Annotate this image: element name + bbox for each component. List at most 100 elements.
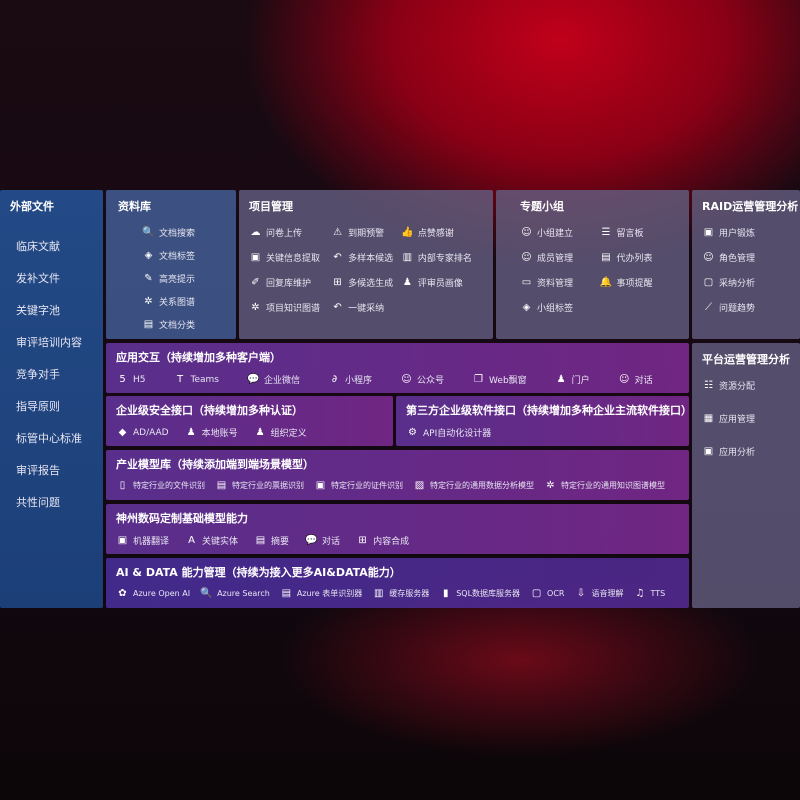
official-account-icon: ☺ <box>401 374 412 385</box>
feature-item[interactable]: 🔍 Azure Search <box>200 588 270 599</box>
feature-item[interactable]: ▥ 内部专家排名 <box>401 251 483 264</box>
feature-item[interactable]: ⊞ 内容合成 <box>356 534 409 547</box>
feature-item[interactable]: ▦ 应用管理 <box>702 412 790 425</box>
feature-item[interactable]: ▣ 关键信息提取 <box>249 251 331 264</box>
feature-item[interactable]: A 关键实体 <box>185 534 238 547</box>
feature-item[interactable]: ♟ 本地账号 <box>185 426 238 439</box>
cache-server-icon: ▥ <box>373 588 384 599</box>
ocr-icon: ▢ <box>531 588 542 599</box>
feature-item[interactable]: ▥ 缓存服务器 <box>372 588 429 599</box>
feature-item[interactable]: ✐ 回复库维护 <box>249 276 331 289</box>
feature-item[interactable]: ❐ Web飘窗 <box>472 373 527 386</box>
feature-label: 文档搜索 <box>159 229 196 239</box>
file-icon: ▯ <box>119 480 126 491</box>
knowledge-graph-icon: ✲ <box>251 302 260 313</box>
panel-title: 应用交互（持续增加多种客户端） <box>116 351 281 364</box>
feature-label: 小组标签 <box>537 304 574 314</box>
feature-item[interactable]: ▤ 文档分类 <box>142 318 226 331</box>
sidebar-item[interactable]: 竞争对手 <box>16 368 60 381</box>
sidebar-item[interactable]: 审评报告 <box>16 464 60 477</box>
feature-item[interactable]: ☺ 小组建立 <box>520 226 600 239</box>
feature-label: 问题趋势 <box>719 304 756 314</box>
feature-item[interactable]: 5 H5 <box>116 374 145 385</box>
edit-icon: ✐ <box>251 277 260 288</box>
feature-item[interactable]: ☺ 角色管理 <box>702 251 790 264</box>
bbs-icon: ☰ <box>601 227 611 238</box>
feature-item[interactable]: ◆ AD/AAD <box>116 427 169 438</box>
feature-item[interactable]: ♫ TTS <box>634 588 666 599</box>
feature-item[interactable]: ◈ 小组标签 <box>520 301 600 314</box>
feature-item[interactable]: ⊞ 多候选生成 <box>331 276 401 289</box>
feature-item[interactable]: ▤ 摘要 <box>254 534 289 547</box>
feature-item[interactable]: ☺ 公众号 <box>400 373 444 386</box>
panel-title: 专题小组 <box>520 200 564 213</box>
feature-item[interactable]: ▤ 特定行业的票据识别 <box>215 480 304 491</box>
feature-item[interactable]: ▣ 应用分析 <box>702 445 790 458</box>
feature-item[interactable]: 👍 点赞感谢 <box>401 226 483 239</box>
feature-item[interactable]: ▯ 特定行业的文件识别 <box>116 480 205 491</box>
feature-label: 特定行业的票据识别 <box>232 481 304 490</box>
trend-chart-icon: ⟋ <box>705 302 712 313</box>
feature-item[interactable]: ⚙ API自动化设计器 <box>406 426 491 439</box>
sidebar-item[interactable]: 指导原则 <box>16 400 60 413</box>
feature-item[interactable]: ☷ 资源分配 <box>702 379 790 392</box>
feature-item[interactable]: ◈ 文档标签 <box>142 249 226 262</box>
feature-item[interactable]: ↶ 一键采纳 <box>331 301 401 314</box>
person-icon: ♟ <box>402 277 412 288</box>
feature-item[interactable]: ☺ 对话 <box>618 373 653 386</box>
feature-item[interactable]: ▣ 机器翻译 <box>116 534 169 547</box>
feature-item[interactable]: ▨ 特定行业的通用数据分析模型 <box>413 480 534 491</box>
feature-label: 文档分类 <box>159 321 196 331</box>
feature-item[interactable]: ✲ 特定行业的通用知识图谱模型 <box>544 480 665 491</box>
feature-item[interactable]: ⇩ 语音理解 <box>575 588 624 599</box>
feature-item[interactable]: ⚠ 到期预警 <box>331 226 401 239</box>
feature-item[interactable]: ☺ 成员管理 <box>520 251 600 264</box>
feature-label: 采纳分析 <box>719 279 756 289</box>
feature-item[interactable]: ⟋ 问题趋势 <box>702 301 790 314</box>
feature-item[interactable]: ✲ 关系图谱 <box>142 295 226 308</box>
feature-item[interactable]: 🔍 文档搜索 <box>142 226 226 239</box>
feature-item[interactable]: ☁ 问卷上传 <box>249 226 331 239</box>
feature-item[interactable]: ▤ 代办列表 <box>600 251 680 264</box>
group-icon: ☺ <box>521 227 532 238</box>
receipt-icon: ▤ <box>216 480 227 491</box>
sidebar-item[interactable]: 关键字池 <box>16 304 60 317</box>
feature-item[interactable]: ✲ 项目知识图谱 <box>249 301 331 314</box>
feature-item[interactable]: 🔔 事项提醒 <box>600 276 680 289</box>
feature-item[interactable]: T Teams <box>174 374 219 385</box>
feature-item[interactable]: ✎ 高亮提示 <box>142 272 226 285</box>
feature-item[interactable]: ♟ 组织定义 <box>254 426 307 439</box>
feature-label: 问卷上传 <box>266 229 303 239</box>
feature-item[interactable]: ▣ 特定行业的证件识别 <box>314 480 403 491</box>
feature-item[interactable]: ▢ 采纳分析 <box>702 276 790 289</box>
sidebar-item[interactable]: 发补文件 <box>16 272 60 285</box>
local-account-icon: ♟ <box>186 427 196 438</box>
feature-item[interactable]: ∂ 小程序 <box>328 373 372 386</box>
reply-icon: ↶ <box>333 302 342 313</box>
feature-item[interactable]: 💬 企业微信 <box>247 373 300 386</box>
form-recognizer-icon: ▤ <box>281 588 292 599</box>
panel-title: RAID运营管理分析 <box>702 200 799 213</box>
feature-item[interactable]: ↶ 多样本候选 <box>331 251 401 264</box>
feature-item[interactable]: ▭ 资料管理 <box>520 276 600 289</box>
id-card-icon: ▣ <box>703 227 714 238</box>
feature-label: 关键信息提取 <box>266 254 321 264</box>
alarm-icon: ⚠ <box>333 227 343 238</box>
feature-item[interactable]: 💬 对话 <box>305 534 340 547</box>
feature-item[interactable]: ♟ 门户 <box>555 373 590 386</box>
feature-label: TTS <box>650 589 666 598</box>
sql-database-icon: ▮ <box>442 588 449 599</box>
feature-item[interactable]: ▢ OCR <box>530 588 565 599</box>
feature-label: 点赞感谢 <box>417 229 454 239</box>
feature-item[interactable]: ▣ 用户锻炼 <box>702 226 790 239</box>
feature-item[interactable]: ✿ Azure Open AI <box>116 588 190 599</box>
apps-icon: ▦ <box>703 413 714 424</box>
feature-item[interactable]: ♟ 评审员画像 <box>401 276 483 289</box>
feature-item[interactable]: ☰ 留言板 <box>600 226 680 239</box>
sidebar-item[interactable]: 共性问题 <box>16 496 60 509</box>
sidebar-item[interactable]: 临床文献 <box>16 240 60 253</box>
sidebar-item[interactable]: 标管中心标准 <box>16 432 82 445</box>
feature-item[interactable]: ▮ SQL数据库服务器 <box>439 588 520 599</box>
sidebar-item[interactable]: 审评培训内容 <box>16 336 82 349</box>
feature-item[interactable]: ▤ Azure 表单识别器 <box>280 588 363 599</box>
